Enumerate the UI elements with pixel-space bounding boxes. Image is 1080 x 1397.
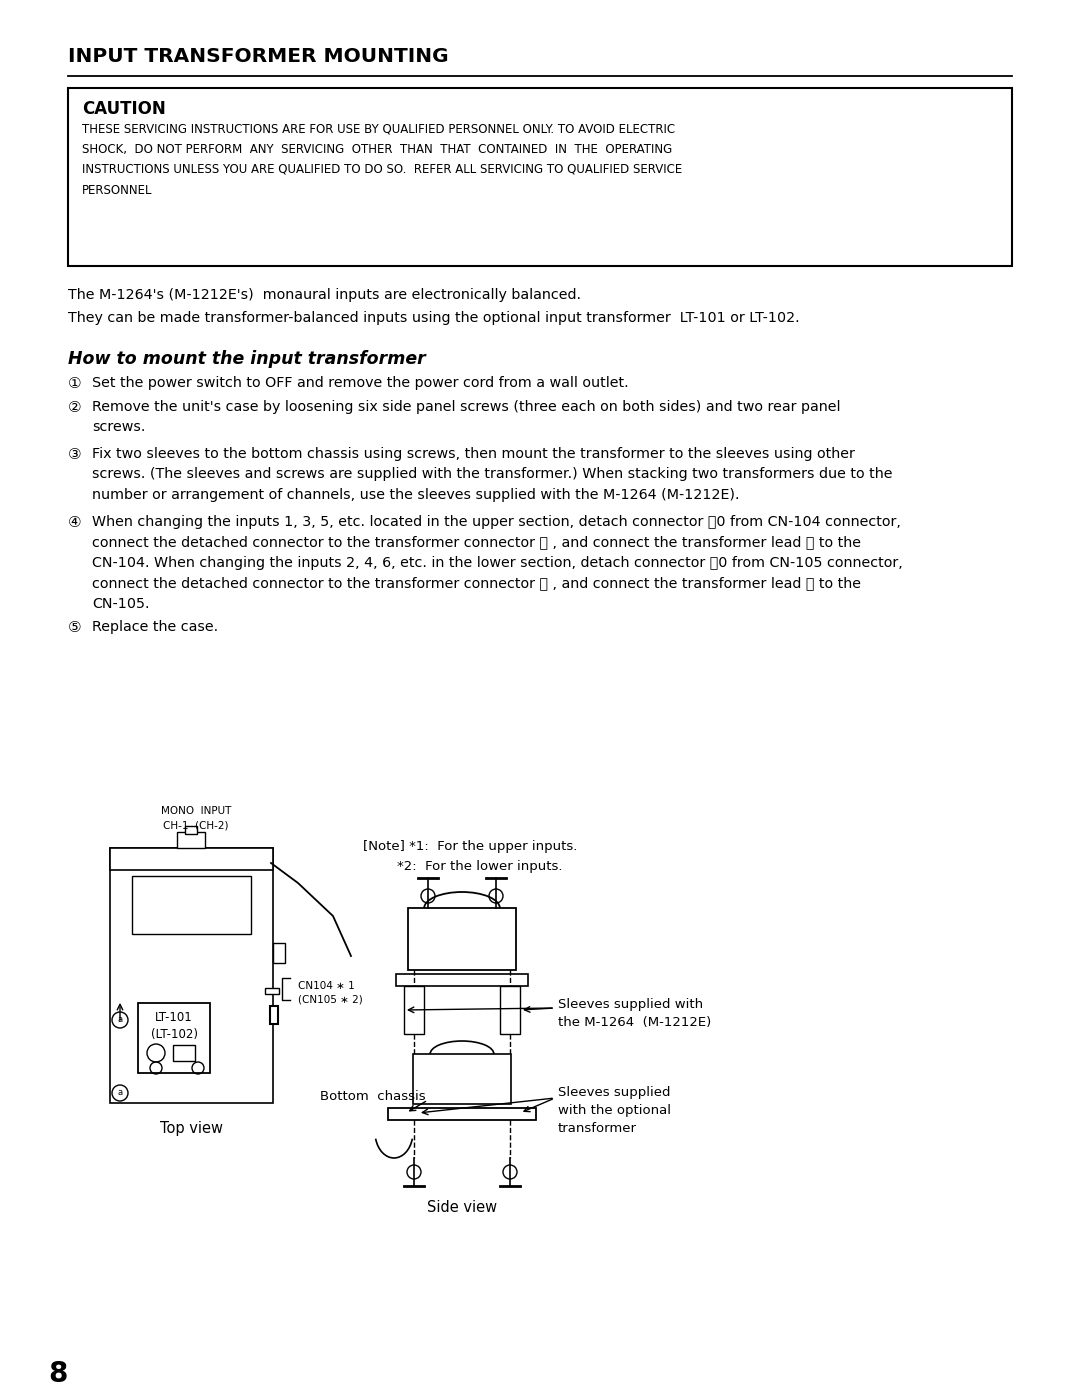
Text: Sleeves supplied
with the optional
transformer: Sleeves supplied with the optional trans… <box>558 1085 671 1134</box>
Bar <box>404 986 424 1034</box>
Bar <box>185 826 197 834</box>
Text: ③: ③ <box>68 447 82 462</box>
Bar <box>265 988 279 995</box>
Text: ①: ① <box>68 376 82 391</box>
Bar <box>110 848 273 870</box>
Text: Side view: Side view <box>427 1200 497 1215</box>
Bar <box>138 1003 210 1073</box>
Bar <box>68 88 1012 265</box>
Bar <box>413 1053 511 1104</box>
Text: ②: ② <box>68 400 82 415</box>
Text: MONO  INPUT: MONO INPUT <box>161 806 231 816</box>
Bar <box>270 1006 278 1024</box>
Bar <box>273 943 285 963</box>
Bar <box>177 833 205 848</box>
Text: LT-101
(LT-102): LT-101 (LT-102) <box>150 1011 198 1041</box>
Text: Top view: Top view <box>160 1120 222 1136</box>
Bar <box>396 974 528 986</box>
Bar <box>132 876 251 935</box>
Text: ④: ④ <box>68 515 82 529</box>
Text: The M-1264's (M-1212E's)  monaural inputs are electronically balanced.: The M-1264's (M-1212E's) monaural inputs… <box>68 288 581 302</box>
Text: CAUTION: CAUTION <box>82 101 165 117</box>
Text: Set the power switch to OFF and remove the power cord from a wall outlet.: Set the power switch to OFF and remove t… <box>92 376 629 390</box>
Text: CH-1  (CH-2): CH-1 (CH-2) <box>163 820 229 830</box>
Text: How to mount the input transformer: How to mount the input transformer <box>68 351 426 367</box>
Text: Bottom  chassis: Bottom chassis <box>320 1090 426 1104</box>
Text: Replace the case.: Replace the case. <box>92 620 218 634</box>
Bar <box>408 908 516 970</box>
Text: [Note] *1:  For the upper inputs.: [Note] *1: For the upper inputs. <box>363 840 578 854</box>
Bar <box>500 986 519 1034</box>
Text: THESE SERVICING INSTRUCTIONS ARE FOR USE BY QUALIFIED PERSONNEL ONLY. TO AVOID E: THESE SERVICING INSTRUCTIONS ARE FOR USE… <box>82 122 683 197</box>
Text: a: a <box>118 1016 122 1024</box>
Bar <box>173 1045 195 1060</box>
Text: Sleeves supplied with
the M-1264  (M-1212E): Sleeves supplied with the M-1264 (M-1212… <box>558 997 712 1030</box>
Text: Fix two sleeves to the bottom chassis using screws, then mount the transformer t: Fix two sleeves to the bottom chassis us… <box>92 447 892 502</box>
Text: ⑤: ⑤ <box>68 620 82 636</box>
Text: CN104 ∗ 1
(CN105 ∗ 2): CN104 ∗ 1 (CN105 ∗ 2) <box>298 981 363 1004</box>
Text: INPUT TRANSFORMER MOUNTING: INPUT TRANSFORMER MOUNTING <box>68 47 448 66</box>
Bar <box>388 1108 536 1120</box>
Text: Remove the unit's case by loosening six side panel screws (three each on both si: Remove the unit's case by loosening six … <box>92 400 840 434</box>
Text: a: a <box>118 1088 122 1097</box>
Text: 8: 8 <box>48 1361 67 1389</box>
Bar <box>110 848 273 1104</box>
Text: When changing the inputs 1, 3, 5, etc. located in the upper section, detach conn: When changing the inputs 1, 3, 5, etc. l… <box>92 515 903 610</box>
Text: They can be made transformer-balanced inputs using the optional input transforme: They can be made transformer-balanced in… <box>68 312 799 326</box>
Text: *2:  For the lower inputs.: *2: For the lower inputs. <box>363 861 563 873</box>
